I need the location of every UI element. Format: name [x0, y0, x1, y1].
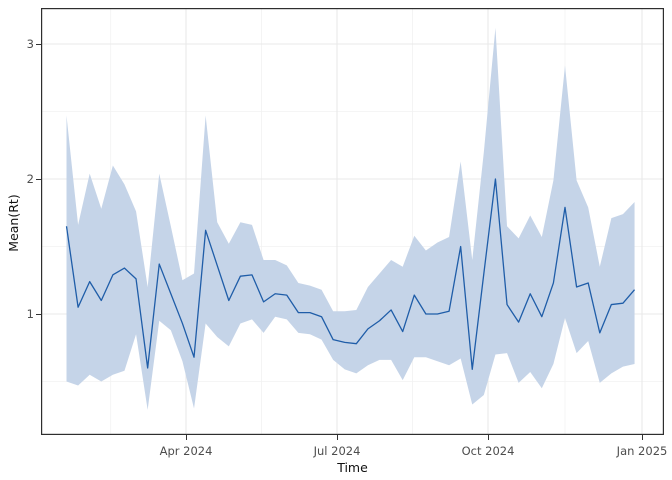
x-axis-tick	[488, 435, 489, 440]
y-tick-label: 1	[26, 307, 34, 321]
x-tick-label: Oct 2024	[461, 444, 515, 458]
y-tick-label: 3	[26, 37, 34, 51]
x-tick-label: Jul 2024	[313, 444, 361, 458]
x-axis-tick	[337, 435, 338, 440]
y-axis-tick	[36, 314, 41, 315]
x-tick-label: Apr 2024	[159, 444, 213, 458]
x-axis-title: Time	[337, 460, 368, 475]
y-axis-title: Mean(Rt)	[6, 194, 21, 252]
mean-line	[65, 178, 636, 371]
y-tick-label: 2	[26, 172, 34, 186]
x-axis-tick	[642, 435, 643, 440]
x-tick-label: Jan 2025	[616, 444, 668, 458]
panel-border	[41, 8, 664, 435]
plot-panel-svg	[41, 8, 664, 435]
y-axis-tick	[36, 44, 41, 45]
y-axis-tick	[36, 179, 41, 180]
x-axis-tick	[186, 435, 187, 440]
ci-ribbon	[66, 27, 635, 410]
